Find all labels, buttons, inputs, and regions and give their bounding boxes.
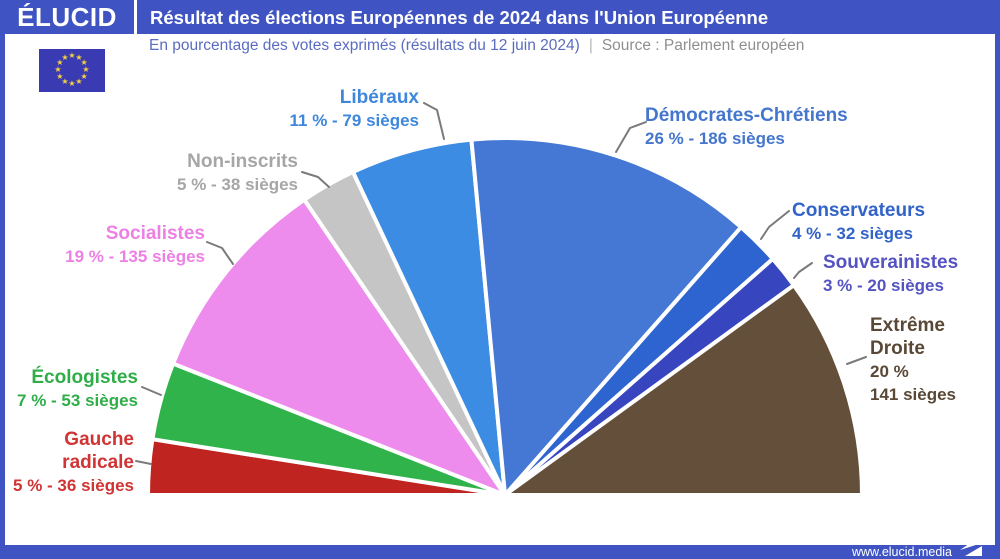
page-title: Résultat des élections Européennes de 20… <box>150 7 769 28</box>
eu-star-icon: ★ <box>61 52 69 62</box>
eu-star-icon: ★ <box>80 58 88 67</box>
eu-star-icon: ★ <box>75 77 83 87</box>
eu-star-icon: ★ <box>82 65 90 74</box>
label-callout-line <box>141 386 162 396</box>
eu-flag-icon: ★ ★ ★ ★ ★ ★ ★ ★ ★ ★ ★ ★ <box>39 49 105 92</box>
label-callout-line <box>760 210 790 240</box>
subtitle: En pourcentage des votes exprimés (résul… <box>149 34 804 58</box>
header-bar: ÉLUCID Résultat des élections Européenne… <box>0 0 1000 34</box>
eu-star-icon: ★ <box>54 65 62 74</box>
label-callout-line <box>301 171 330 188</box>
subtitle-source: Source : Parlement européen <box>601 37 805 54</box>
label-callout-line <box>423 102 445 140</box>
elucid-logo: ÉLUCID <box>17 2 117 32</box>
eu-star-icon: ★ <box>68 79 76 88</box>
eu-star-icon: ★ <box>56 58 64 67</box>
eu-star-icon: ★ <box>80 72 88 81</box>
eu-star-icon: ★ <box>75 52 83 62</box>
elucid-arrow-icon <box>960 535 982 556</box>
slice-extreme-droite <box>503 283 864 497</box>
subtitle-separator: | <box>588 37 593 54</box>
label-callout-line <box>206 241 234 265</box>
subtitle-main: En pourcentage des votes exprimés (résul… <box>149 37 580 54</box>
label-callout-line <box>615 121 647 153</box>
label-callout-line <box>135 460 152 465</box>
eu-star-icon: ★ <box>61 77 69 87</box>
slice-socialistes <box>171 197 507 497</box>
label-callout-line <box>846 356 867 365</box>
footer-url: www.elucid.media <box>851 545 952 559</box>
eu-star-icon: ★ <box>68 51 76 60</box>
slice-democrates-chretiens <box>469 136 744 497</box>
label-callout-line <box>793 262 813 279</box>
eu-star-icon: ★ <box>56 72 64 81</box>
footer-bar: www.elucid.media <box>0 535 1000 559</box>
header-divider <box>134 0 137 34</box>
page-border-left <box>0 0 5 559</box>
page-border-right <box>995 0 1000 559</box>
